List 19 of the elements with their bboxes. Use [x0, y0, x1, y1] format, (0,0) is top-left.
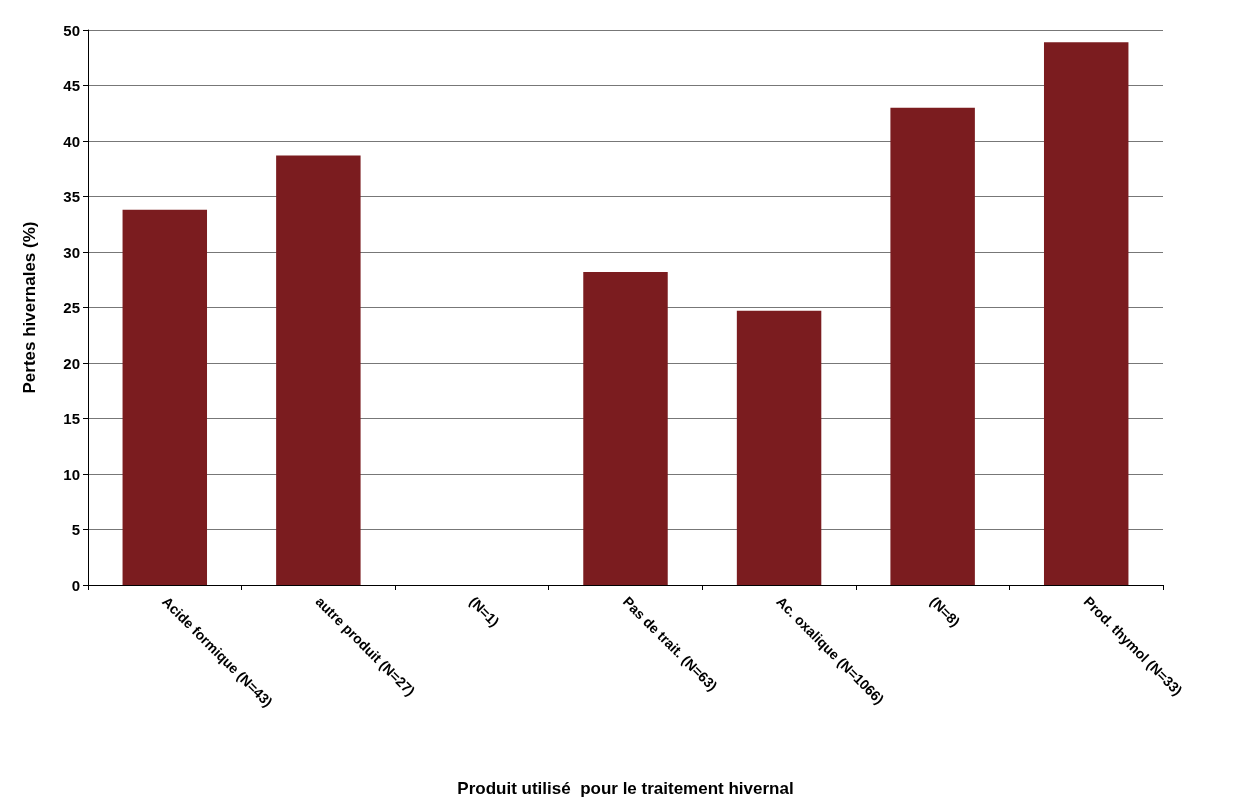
- y-tick-label: 15: [63, 410, 80, 427]
- bar: [890, 107, 975, 585]
- y-tick-label: 10: [63, 465, 80, 483]
- bar: [736, 310, 822, 585]
- y-axis-title: Pertes hivernales (%): [20, 221, 39, 394]
- y-tick-label: 0: [71, 576, 80, 594]
- y-tick-label: 45: [63, 77, 80, 94]
- y-tick-label: 20: [63, 354, 80, 372]
- y-tick-label: 30: [63, 243, 80, 261]
- bar: [1043, 42, 1129, 585]
- y-tick-label: 35: [63, 188, 80, 205]
- y-tick-label: 40: [63, 132, 80, 150]
- x-axis-title: Produit utilisé pour le traitement hivernal: [457, 779, 794, 798]
- y-tick-label: 5: [71, 521, 80, 538]
- bar: [583, 271, 668, 585]
- bar: [276, 155, 361, 585]
- y-tick-label: 50: [63, 21, 80, 39]
- bar: [122, 209, 208, 585]
- y-tick-label: 25: [63, 299, 80, 316]
